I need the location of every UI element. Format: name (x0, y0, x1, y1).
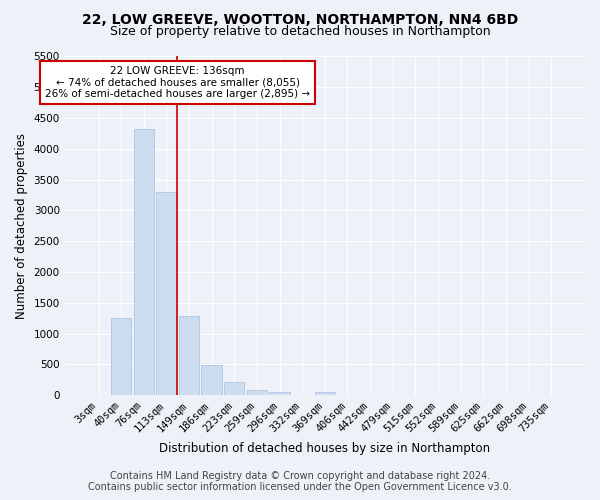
Text: Size of property relative to detached houses in Northampton: Size of property relative to detached ho… (110, 25, 490, 38)
Bar (134, 128, 154, 395)
X-axis label: Distribution of detached houses by size in Northampton: Distribution of detached houses by size … (159, 442, 490, 455)
Bar (247, 390, 267, 395)
Bar (202, 365, 222, 395)
Text: 22, LOW GREEVE, WOOTTON, NORTHAMPTON, NN4 6BD: 22, LOW GREEVE, WOOTTON, NORTHAMPTON, NN… (82, 12, 518, 26)
Text: 22 LOW GREEVE: 136sqm
← 74% of detached houses are smaller (8,055)
26% of semi-d: 22 LOW GREEVE: 136sqm ← 74% of detached … (45, 66, 310, 99)
Text: Contains HM Land Registry data © Crown copyright and database right 2024.
Contai: Contains HM Land Registry data © Crown c… (88, 471, 512, 492)
Bar (314, 392, 335, 395)
Bar (111, 318, 131, 395)
Bar (179, 316, 199, 395)
Y-axis label: Number of detached properties: Number of detached properties (15, 133, 28, 319)
Bar (224, 382, 244, 395)
Bar (156, 192, 176, 395)
Bar (269, 392, 290, 395)
